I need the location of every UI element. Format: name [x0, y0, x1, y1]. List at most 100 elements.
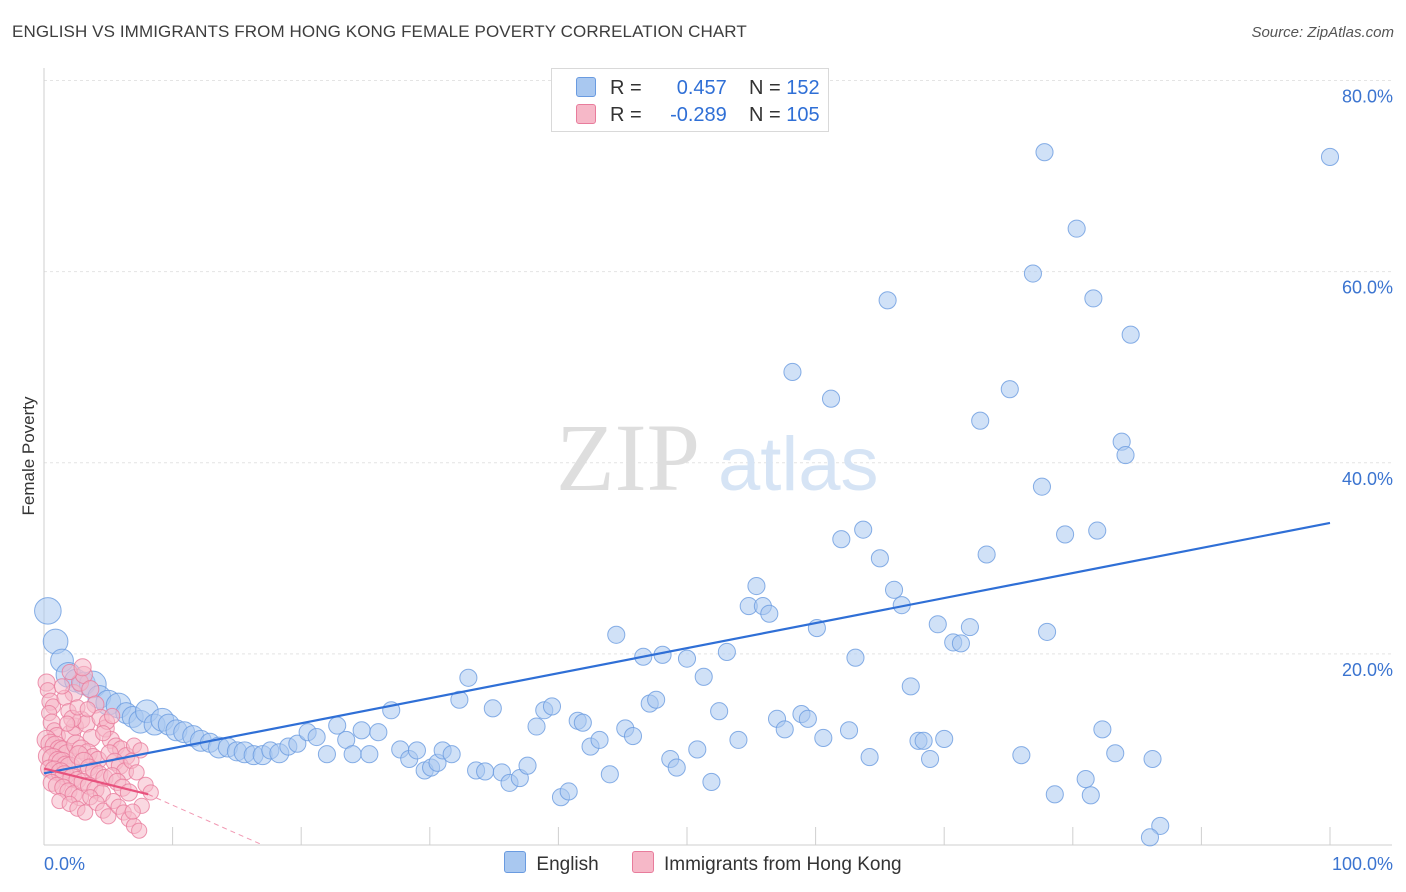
y-axis-label: Female Poverty [19, 396, 38, 516]
chart-title: ENGLISH VS IMMIGRANTS FROM HONG KONG FEM… [12, 22, 747, 41]
data-point [1081, 786, 1100, 805]
data-point [688, 740, 707, 759]
english-legend-swatch [504, 851, 527, 873]
data-point [814, 728, 833, 748]
data-point [53, 678, 71, 695]
data-point [977, 545, 996, 564]
data-point [590, 730, 609, 749]
watermark-atlas: atlas [718, 422, 879, 507]
tick-labels: 20.0% 40.0% 60.0% 80.0% 0.0% 100.0% [44, 87, 1393, 875]
data-point [971, 411, 990, 430]
data-point [100, 808, 117, 825]
data-point [775, 720, 794, 739]
data-point [623, 727, 643, 746]
data-point [450, 690, 469, 709]
data-point [34, 597, 62, 625]
data-point [573, 713, 592, 732]
data-point [901, 677, 920, 696]
hongkong-r-value: -0.289 [670, 104, 727, 126]
data-point [369, 723, 388, 742]
data-point [1012, 746, 1031, 765]
english-r-value: 0.457 [676, 77, 727, 99]
data-point [360, 745, 379, 764]
data-point [559, 782, 578, 801]
data-point [1088, 521, 1107, 540]
data-point [1320, 147, 1340, 166]
data-point [459, 668, 478, 687]
data-point [1000, 380, 1019, 399]
data-point [1084, 289, 1103, 308]
data-point [288, 734, 307, 753]
data-point [928, 615, 947, 634]
data-point [951, 634, 970, 653]
data-point [1143, 749, 1162, 769]
data-point [442, 745, 461, 764]
data-point [702, 772, 721, 791]
hongkong-n-value: 105 [786, 104, 820, 126]
data-point [59, 715, 76, 732]
x-tick-label: 100.0% [1332, 854, 1393, 874]
data-point [104, 707, 121, 725]
data-point [1023, 264, 1042, 283]
english-legend-label: English [536, 854, 599, 875]
x-tick-label: 0.0% [44, 854, 85, 874]
data-point [1056, 525, 1075, 544]
data-point [77, 804, 94, 821]
data-point [407, 741, 426, 760]
data-point [747, 576, 766, 596]
english-swatch [576, 77, 596, 97]
data-point [694, 667, 713, 686]
data-point [1140, 828, 1160, 847]
english-r-label: R = [610, 77, 642, 99]
data-point [647, 690, 666, 709]
data-point [352, 721, 371, 740]
data-point [884, 580, 904, 599]
legend-row-hongkong: R = -0.289 N = 105 [576, 104, 820, 126]
data-point [878, 291, 897, 310]
series-legend: English Immigrants from Hong Kong [0, 851, 1406, 876]
data-point [1045, 785, 1064, 804]
data-point [860, 748, 879, 767]
data-point [307, 727, 326, 747]
data-point [128, 764, 145, 781]
data-point [921, 749, 940, 769]
data-point [783, 362, 802, 382]
data-point [821, 389, 841, 408]
watermark: ZIP atlas [556, 404, 879, 511]
data-point [832, 530, 851, 549]
data-point [1076, 770, 1095, 789]
hongkong-legend-label: Immigrants from Hong Kong [664, 854, 902, 875]
data-point [854, 520, 873, 539]
hongkong-series [36, 658, 159, 839]
data-point [798, 709, 817, 728]
data-point [839, 721, 859, 740]
data-point [760, 604, 779, 623]
english-trend-line [43, 521, 1331, 775]
data-point [729, 730, 748, 749]
hongkong-trend-extension [147, 793, 263, 846]
data-point [935, 729, 954, 748]
english-n-value: 152 [786, 77, 820, 99]
y-tick-label: 60.0% [1342, 278, 1393, 298]
english-n-label: N = [749, 77, 781, 99]
data-point [600, 765, 619, 784]
data-point [1151, 816, 1170, 835]
data-point [1121, 325, 1140, 344]
data-point [1106, 744, 1125, 763]
trend-lines [43, 521, 1331, 846]
legend-item-english: English [504, 851, 599, 876]
data-point [142, 784, 159, 801]
data-point [677, 649, 697, 668]
data-point [483, 699, 502, 718]
data-point [131, 822, 148, 839]
grid-lines [44, 80, 1392, 655]
data-point [317, 745, 336, 764]
data-point [542, 697, 562, 716]
hongkong-swatch [576, 104, 596, 124]
data-point [914, 731, 933, 750]
y-tick-label: 20.0% [1342, 660, 1393, 680]
y-tick-label: 80.0% [1342, 87, 1393, 107]
data-point [960, 618, 979, 637]
data-point [81, 680, 100, 699]
legend-item-hongkong: Immigrants from Hong Kong [632, 851, 902, 876]
